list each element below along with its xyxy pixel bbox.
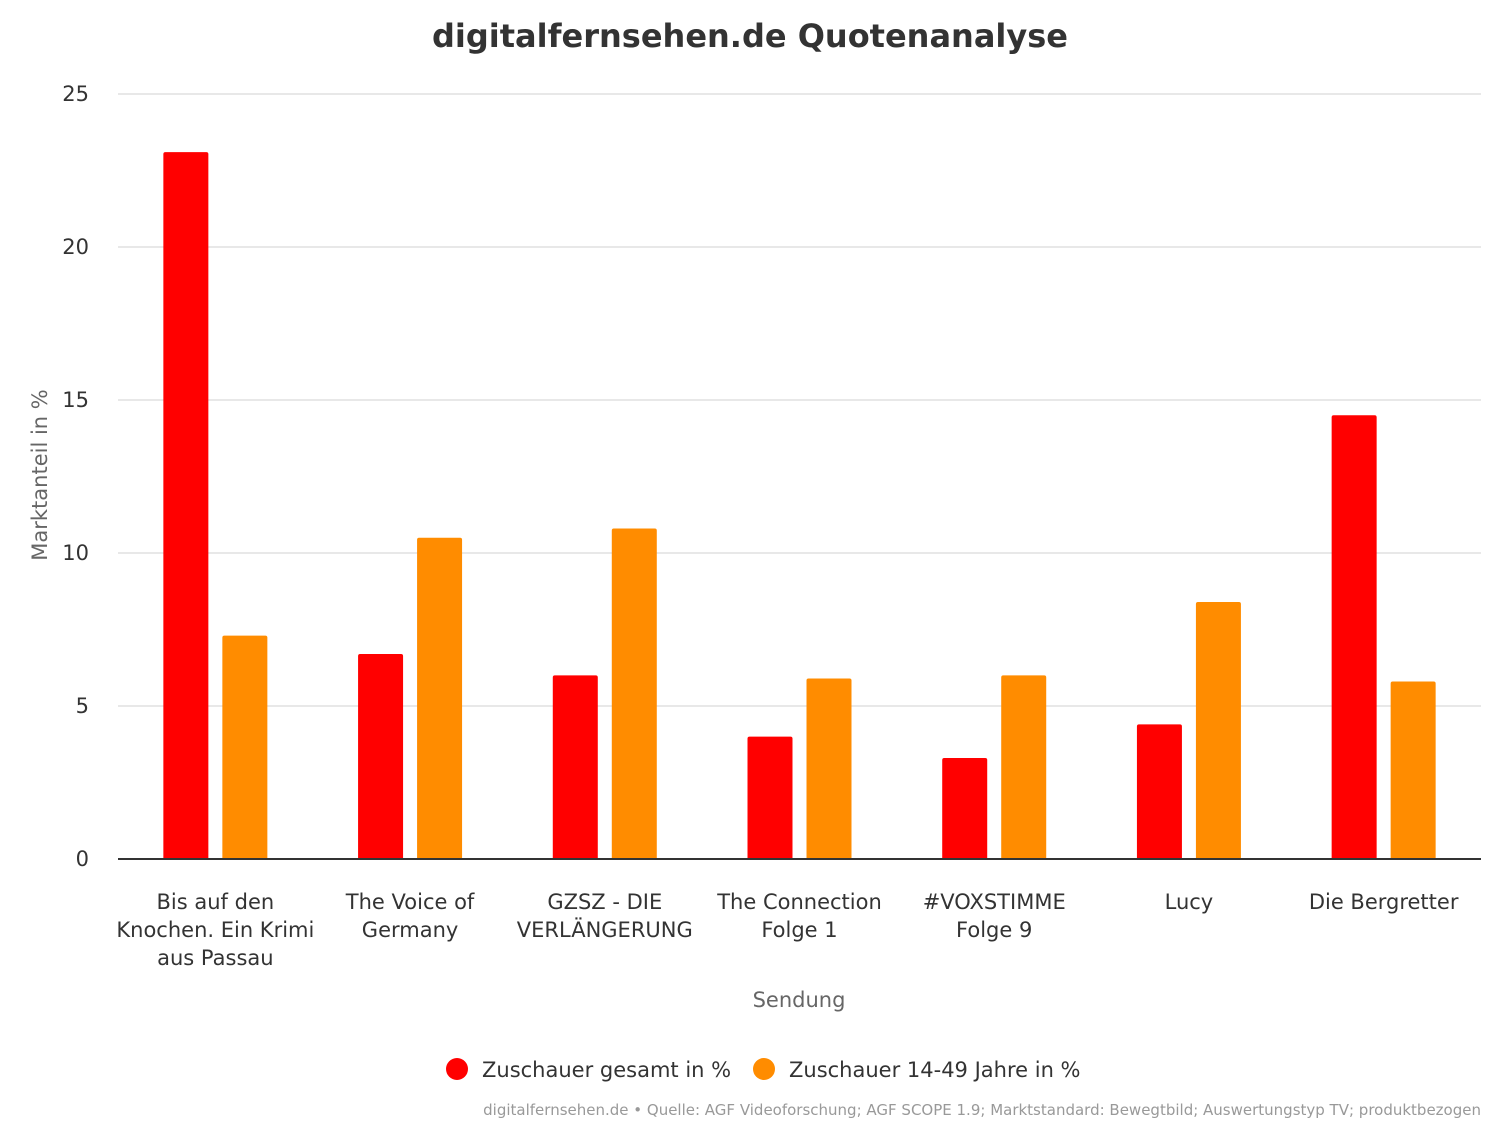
x-category-label-line: VERLÄNGERUNG xyxy=(517,917,693,942)
bar[interactable] xyxy=(358,653,404,859)
legend-label[interactable]: Zuschauer gesamt in % xyxy=(482,1058,731,1082)
x-category-label-line: Bis auf den xyxy=(157,890,275,914)
x-axis-title: Sendung xyxy=(753,988,846,1012)
x-category-label-line: Folge 1 xyxy=(761,918,837,942)
bar[interactable] xyxy=(552,675,598,859)
x-category-label: #VOXSTIMME Folge 9 xyxy=(923,890,1066,942)
y-tick-label: 10 xyxy=(62,541,89,565)
bar[interactable] xyxy=(1195,601,1241,859)
bar[interactable] xyxy=(806,678,852,859)
x-category-label-line: #VOXSTIMME xyxy=(923,890,1066,914)
x-category-label: Bis auf den Knochen. Ein Krimi aus Passau xyxy=(116,890,314,970)
legend-label[interactable]: Zuschauer 14-49 Jahre in % xyxy=(789,1058,1081,1082)
bar[interactable] xyxy=(417,537,463,859)
bar[interactable] xyxy=(1390,681,1436,859)
y-tick-label: 20 xyxy=(62,235,89,259)
y-tick-label: 0 xyxy=(76,847,89,871)
x-category-label-line: aus Passau xyxy=(157,946,273,970)
bar[interactable] xyxy=(1136,724,1182,859)
bar[interactable] xyxy=(747,736,793,859)
bars xyxy=(163,152,1436,859)
x-axis-categories: Bis auf den Knochen. Ein Krimi aus Passau T… xyxy=(116,890,1458,970)
x-category-label: The Voice of Germany xyxy=(345,890,475,942)
x-category-label: The Connection Folge 1 xyxy=(716,890,882,942)
y-axis-ticks: 0 5 10 15 20 25 xyxy=(62,82,89,871)
x-category-label-line: Folge 9 xyxy=(956,918,1032,942)
legend-marker xyxy=(446,1058,468,1080)
bar[interactable] xyxy=(611,528,657,859)
bar[interactable] xyxy=(1001,675,1047,859)
x-category-label-line: Germany xyxy=(362,918,459,942)
x-category-label: Lucy xyxy=(1165,890,1214,914)
x-category-label-line: The Voice of xyxy=(345,890,475,914)
y-axis-title: Marktanteil in % xyxy=(28,389,52,560)
x-category-label-line: GZSZ - DIE xyxy=(547,890,662,914)
x-category-label-line: Knochen. Ein Krimi xyxy=(116,918,314,942)
x-category-label: GZSZ - DIE VERLÄNGERUNG xyxy=(517,890,693,942)
x-category-label: Die Bergretter xyxy=(1309,890,1459,914)
grid-lines xyxy=(118,93,1481,707)
chart-title: digitalfernsehen.de Quotenanalyse xyxy=(432,17,1068,55)
bar[interactable] xyxy=(222,635,268,859)
bar[interactable] xyxy=(942,758,988,859)
x-category-label-line: Lucy xyxy=(1165,890,1214,914)
y-tick-label: 25 xyxy=(62,82,89,106)
bar[interactable] xyxy=(1331,415,1377,859)
y-tick-label: 15 xyxy=(62,388,89,412)
legend: Zuschauer gesamt in % Zuschauer 14-49 Jah… xyxy=(446,1058,1081,1082)
x-category-label-line: The Connection xyxy=(716,890,882,914)
bar[interactable] xyxy=(163,152,209,859)
y-tick-label: 5 xyxy=(76,694,89,718)
x-category-label-line: Die Bergretter xyxy=(1309,890,1459,914)
legend-marker xyxy=(753,1058,775,1080)
credits: digitalfernsehen.de • Quelle: AGF Videof… xyxy=(483,1101,1481,1119)
